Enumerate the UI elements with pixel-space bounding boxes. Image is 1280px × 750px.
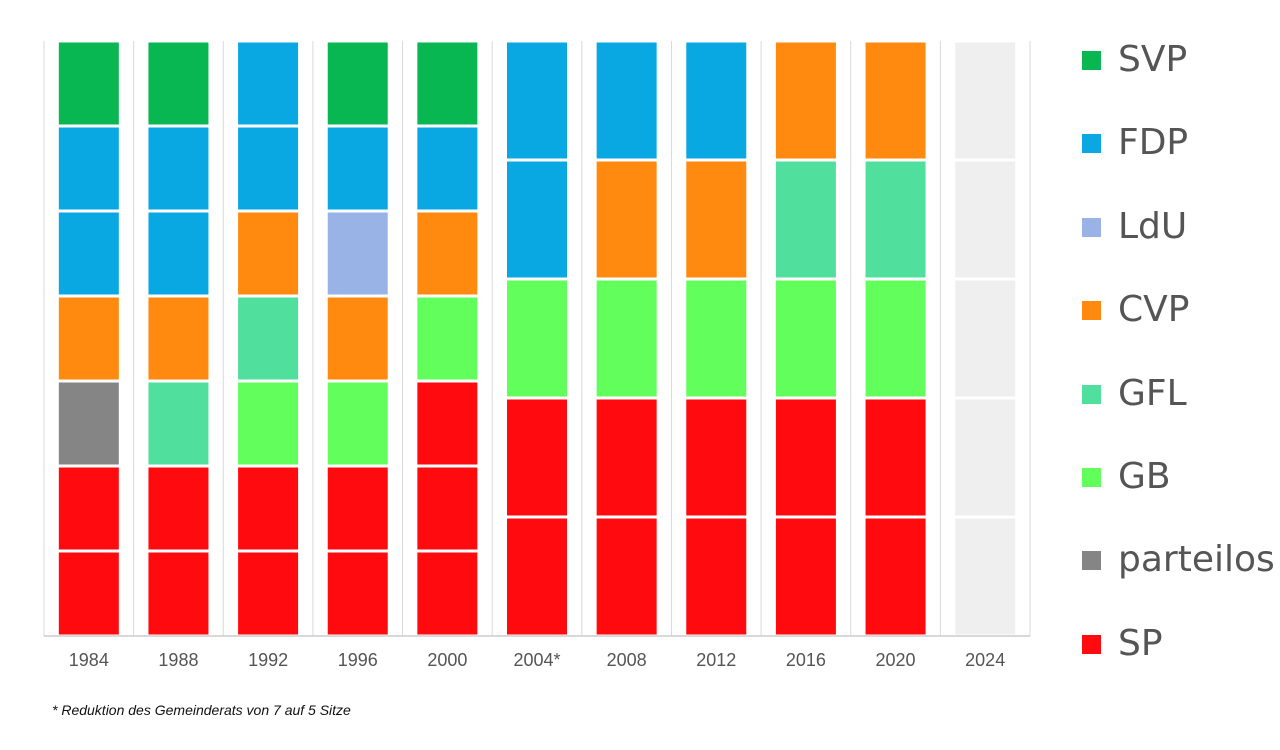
seat-1996-3-gb [327, 382, 388, 465]
seat-1984-2-sp [58, 467, 119, 550]
seat-2012-3-gb [686, 280, 747, 397]
legend-swatch-sp [1082, 634, 1101, 654]
seat-2020-4-gfl [865, 161, 926, 278]
seat-1996-1-sp [327, 552, 388, 635]
seat-2016-1-sp [775, 518, 836, 635]
legend-swatch-ldu [1082, 217, 1101, 237]
footnote: * Reduktion des Gemeinderats von 7 auf 5… [52, 702, 351, 718]
bars [58, 42, 1016, 635]
legend-swatch-cvp [1082, 301, 1101, 321]
x-tick-label-2016: 2016 [786, 650, 826, 670]
legend-label-gfl: GFL [1118, 372, 1187, 414]
legend-label-sp: SP [1118, 622, 1163, 664]
seat-1984-4-cvp [58, 297, 119, 380]
seat-1988-1-sp [148, 552, 209, 635]
x-tick-label-2004: 2004* [513, 650, 560, 670]
seat-2000-5-cvp [417, 212, 478, 295]
seat-2008-2-sp [596, 399, 657, 516]
legend-label-parteilos: parteilos [1118, 539, 1275, 581]
seat-2016-2-sp [775, 399, 836, 516]
seat-1992-5-cvp [238, 212, 299, 295]
seat-1984-5-fdp [58, 212, 119, 295]
gridlines [43, 41, 1031, 636]
seat-2008-1-sp [596, 518, 657, 635]
x-tick-label-2020: 2020 [876, 650, 916, 670]
seat-2008-5-fdp [596, 42, 657, 159]
seat-2020-2-sp [865, 399, 926, 516]
seat-2000-4-gb [417, 297, 478, 380]
seat-2008-3-gb [596, 280, 657, 397]
seat-2016-4-gfl [775, 161, 836, 278]
x-tick-label-2012: 2012 [696, 650, 736, 670]
seat-1988-3-gfl [148, 382, 209, 465]
seat-2020-1-sp [865, 518, 926, 635]
legend-swatch-gb [1082, 467, 1101, 487]
seat-2000-2-sp [417, 467, 478, 550]
seat-1996-7-svp [327, 42, 388, 125]
seat-2012-2-sp [686, 399, 747, 516]
legend-label-ldu: LdU [1118, 205, 1188, 247]
seat-1988-7-svp [148, 42, 209, 125]
seat-2012-1-sp [686, 518, 747, 635]
seat-1988-6-fdp [148, 127, 209, 210]
legend-swatch-fdp [1082, 134, 1101, 154]
legend-label-fdp: FDP [1118, 122, 1189, 164]
seat-1988-5-fdp [148, 212, 209, 295]
seat-1996-5-ldu [327, 212, 388, 295]
x-tick-label-1988: 1988 [158, 650, 198, 670]
legend-swatch-parteilos [1082, 551, 1101, 571]
x-tick-label-2024: 2024 [965, 650, 1005, 670]
seat-1988-2-sp [148, 467, 209, 550]
seat-1996-4-cvp [327, 297, 388, 380]
seat-2000-3-sp [417, 382, 478, 465]
x-tick-label-2000: 2000 [427, 650, 467, 670]
seat-2020-3-gb [865, 280, 926, 397]
x-tick-labels: 1984 1988 1992 1996 2000 2004* 2008 2012 2016 202… [69, 650, 1005, 670]
seat-1984-6-fdp [58, 127, 119, 210]
seat-2004-1-sp [507, 518, 567, 635]
seat-chart: 1984 1988 1992 1996 2000 2004* 2008 2012 2016 202… [43, 41, 1031, 670]
seat-2012-5-fdp [686, 42, 747, 159]
legend-label-cvp: CVP [1118, 289, 1190, 331]
seat-1996-6-fdp [327, 127, 388, 210]
seat-1984-3-parteilos [58, 382, 119, 465]
seat-2020-5-cvp [865, 42, 926, 159]
seat-1984-1-sp [58, 552, 119, 635]
x-tick-label-1984: 1984 [69, 650, 109, 670]
seat-2008-4-cvp [596, 161, 657, 278]
seat-2024-2-empty [955, 399, 1016, 516]
x-tick-label-1996: 1996 [338, 650, 378, 670]
seat-1992-7-fdp [238, 42, 299, 125]
seat-2024-5-empty [955, 42, 1016, 159]
seat-1992-6-fdp [238, 127, 299, 210]
seat-2024-1-empty [955, 518, 1016, 635]
seat-2000-7-svp [417, 42, 478, 125]
seat-2004-2-sp [507, 399, 567, 516]
seat-2004-4-fdp [507, 161, 567, 278]
seat-2012-4-cvp [686, 161, 747, 278]
seat-2004-5-fdp [507, 42, 567, 159]
legend-swatch-svp [1082, 51, 1101, 70]
seat-2004-3-gb [507, 280, 567, 397]
seat-1992-3-gb [238, 382, 299, 465]
seat-2024-4-empty [955, 161, 1016, 278]
seat-1988-4-cvp [148, 297, 209, 380]
legend-swatch-gfl [1082, 384, 1101, 404]
seat-2016-3-gb [775, 280, 836, 397]
seat-1992-4-gfl [238, 297, 299, 380]
seat-1992-1-sp [238, 552, 299, 635]
seat-2016-5-cvp [775, 42, 836, 159]
x-tick-label-1992: 1992 [248, 650, 288, 670]
seat-1984-7-svp [58, 42, 119, 125]
x-tick-label-2008: 2008 [607, 650, 647, 670]
legend-label-svp: SVP [1118, 39, 1188, 80]
seat-2024-3-empty [955, 280, 1016, 397]
seat-1992-2-sp [238, 467, 299, 550]
seat-1996-2-sp [327, 467, 388, 550]
legend-label-gb: GB [1118, 455, 1171, 497]
seat-2000-1-sp [417, 552, 478, 635]
seat-2000-6-fdp [417, 127, 478, 210]
